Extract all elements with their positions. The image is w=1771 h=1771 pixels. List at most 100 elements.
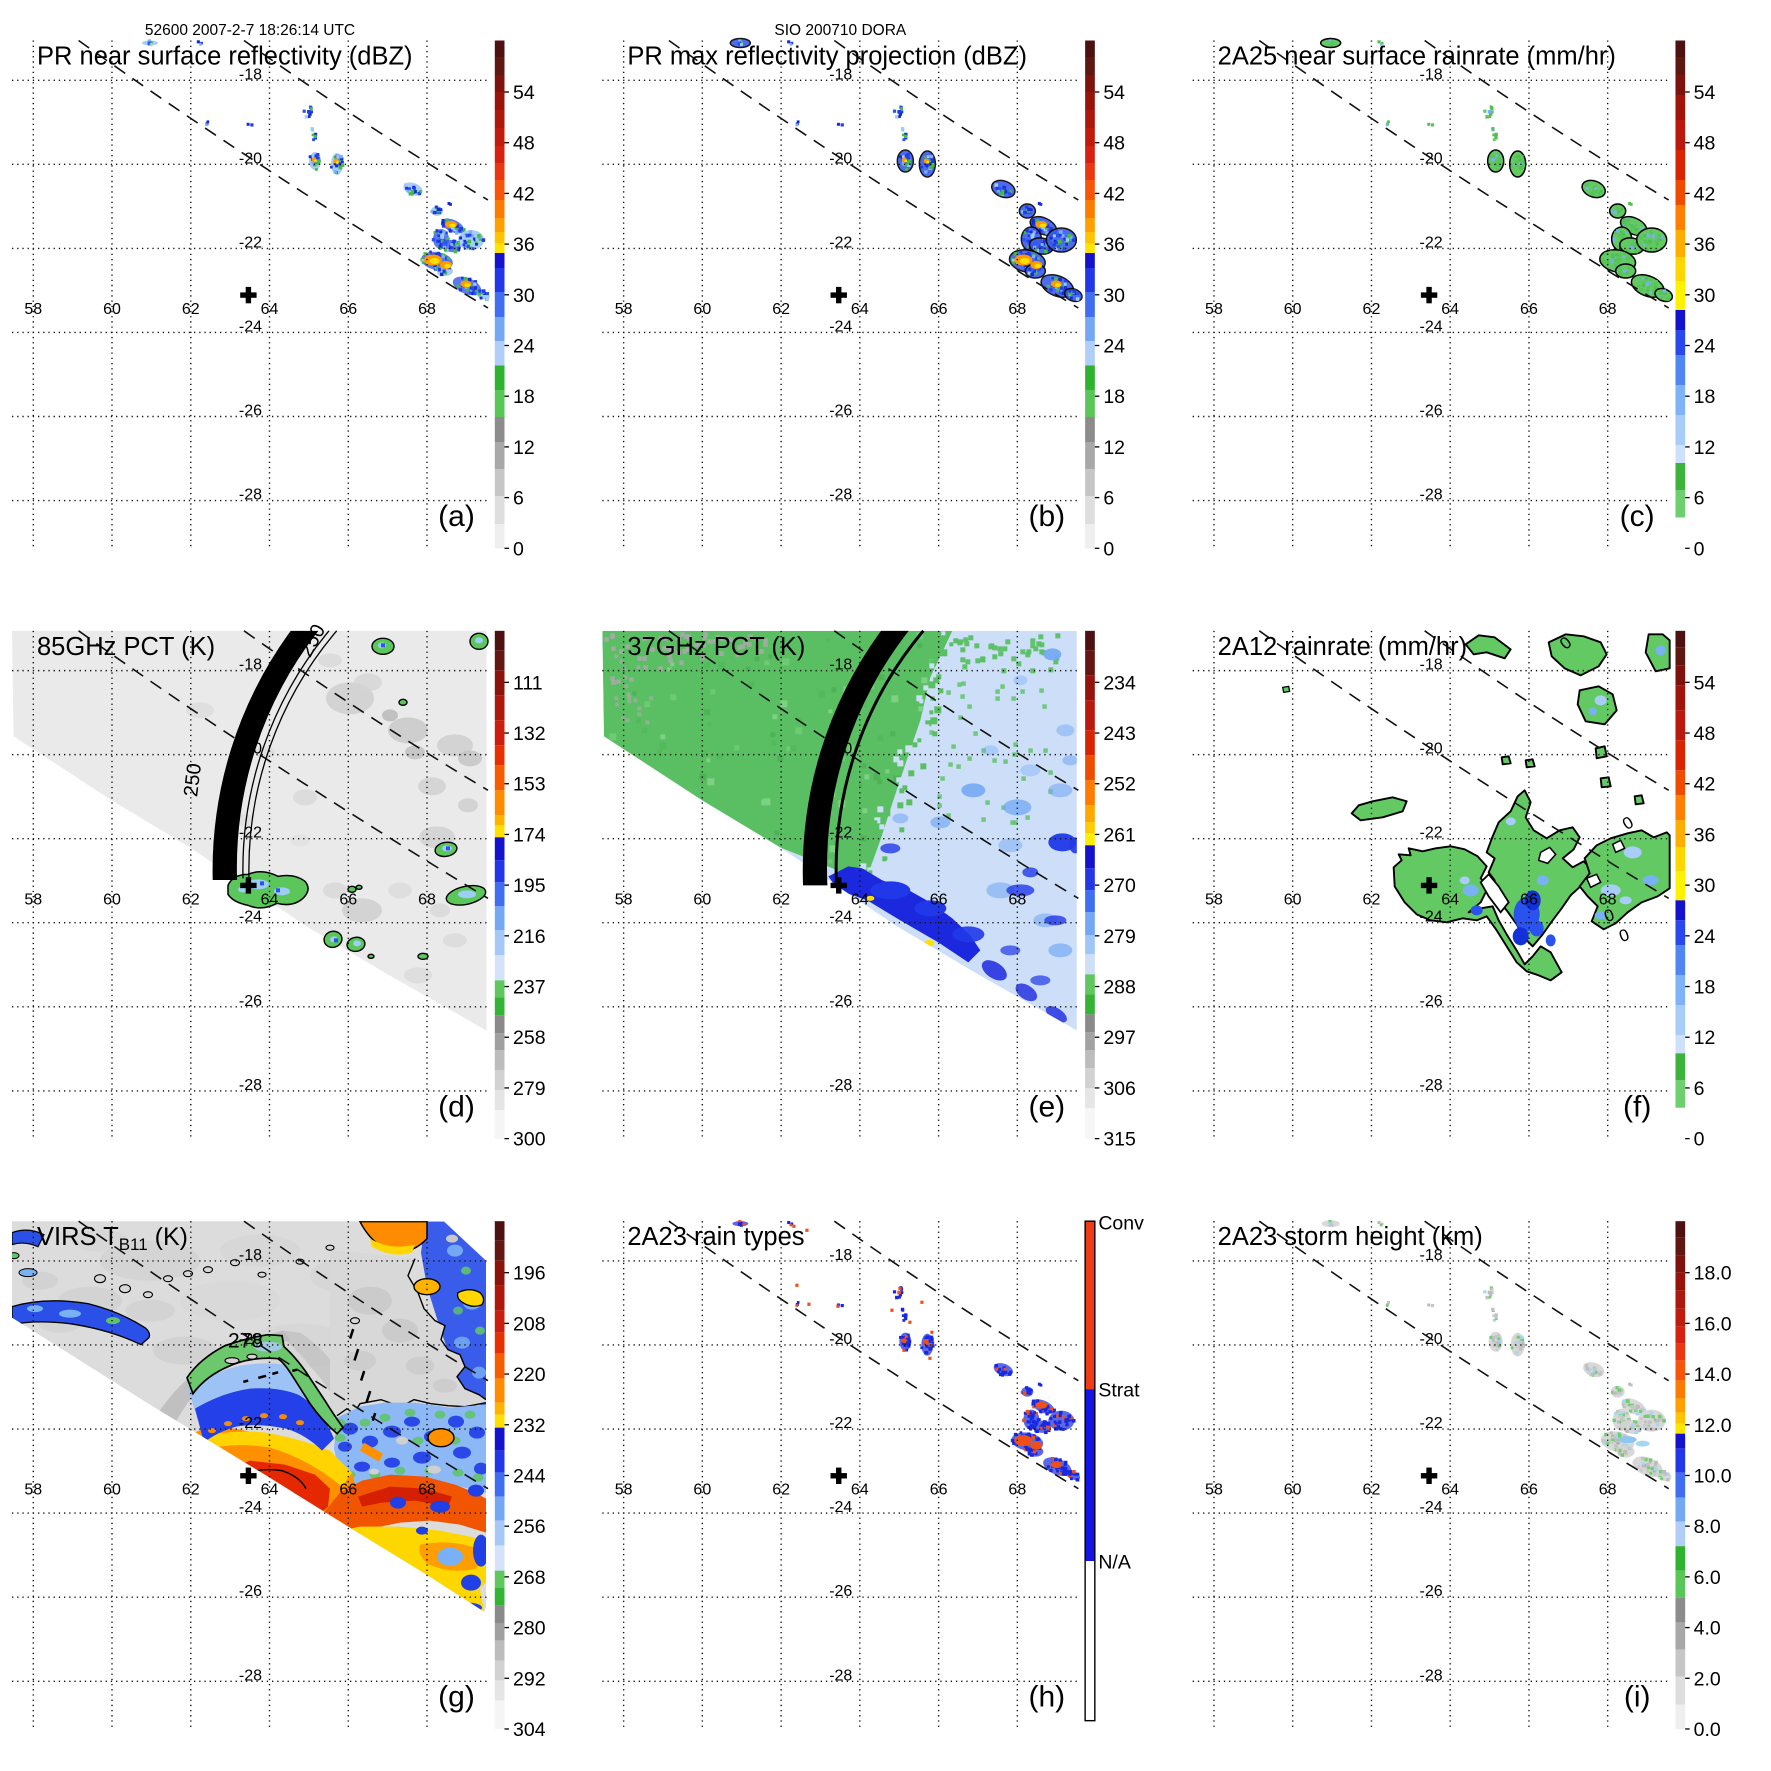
svg-text:60: 60 [693,1482,711,1499]
svg-text:-18: -18 [829,1247,852,1264]
svg-text:-22: -22 [1420,1415,1443,1432]
svg-text:68: 68 [418,301,436,318]
svg-text:261: 261 [1103,824,1136,846]
svg-text:66: 66 [339,1482,357,1499]
svg-text:306: 306 [1103,1078,1136,1100]
svg-text:0: 0 [1103,538,1114,560]
svg-text:-22: -22 [1420,234,1443,251]
svg-text:Conv: Conv [1098,1213,1144,1235]
svg-text:66: 66 [930,891,948,908]
svg-text:297: 297 [1103,1027,1136,1049]
svg-text:68: 68 [1599,891,1617,908]
svg-text:60: 60 [1284,1482,1302,1499]
svg-text:37GHz PCT (K): 37GHz PCT (K) [627,633,805,661]
svg-text:-24: -24 [829,1499,852,1516]
svg-text:(b): (b) [1028,500,1065,533]
svg-text:4.0: 4.0 [1694,1618,1721,1640]
svg-text:232: 232 [513,1415,546,1437]
svg-text:18.0: 18.0 [1694,1263,1732,1285]
svg-text:292: 292 [513,1668,546,1690]
svg-text:16.0: 16.0 [1694,1313,1732,1335]
svg-text:64: 64 [1441,1482,1459,1499]
svg-text:12: 12 [1694,1027,1716,1049]
svg-text:250: 250 [180,762,206,798]
svg-text:6: 6 [513,488,524,510]
svg-text:62: 62 [1363,301,1381,318]
svg-text:-26: -26 [1420,403,1443,420]
svg-text:62: 62 [772,301,790,318]
svg-text:-24: -24 [829,909,852,926]
svg-text:195: 195 [513,875,546,897]
svg-text:-24: -24 [1420,1499,1443,1516]
svg-text:66: 66 [1520,1482,1538,1499]
svg-text:243: 243 [1103,723,1136,745]
svg-text:18: 18 [1694,386,1716,408]
svg-text:-26: -26 [829,1583,852,1600]
svg-text:-18: -18 [239,1247,262,1264]
svg-text:68: 68 [418,1482,436,1499]
svg-text:-28: -28 [1420,1667,1443,1684]
svg-text:-28: -28 [829,1667,852,1684]
svg-text:-28: -28 [239,487,262,504]
svg-text:0: 0 [1619,813,1637,834]
svg-text:60: 60 [103,1482,121,1499]
svg-text:-18: -18 [239,66,262,83]
svg-text:196: 196 [513,1263,546,1285]
svg-text:58: 58 [1205,1482,1223,1499]
svg-text:-22: -22 [1420,825,1443,842]
svg-text:-22: -22 [829,234,852,251]
svg-text:-24: -24 [239,909,262,926]
svg-text:62: 62 [182,1482,200,1499]
svg-text:-26: -26 [1420,1583,1443,1600]
svg-text:64: 64 [851,301,869,318]
svg-text:153: 153 [513,774,546,796]
svg-text:-18: -18 [1420,1247,1443,1264]
svg-text:-18: -18 [829,66,852,83]
svg-text:244: 244 [513,1465,546,1487]
svg-text:(a): (a) [438,500,475,533]
svg-text:64: 64 [851,1482,869,1499]
svg-text:8.0: 8.0 [1694,1516,1721,1538]
svg-text:36: 36 [1694,234,1716,256]
svg-text:6: 6 [1694,488,1705,510]
svg-text:256: 256 [513,1516,546,1538]
svg-text:48: 48 [513,133,535,155]
svg-text:36: 36 [1694,824,1716,846]
svg-text:64: 64 [261,1482,279,1499]
svg-text:62: 62 [772,1482,790,1499]
svg-text:2A23 storm height (km): 2A23 storm height (km) [1218,1223,1483,1251]
svg-text:132: 132 [513,723,546,745]
svg-text:58: 58 [24,891,42,908]
svg-text:-26: -26 [829,993,852,1010]
svg-text:58: 58 [615,301,633,318]
svg-text:-24: -24 [239,1499,262,1516]
svg-text:-26: -26 [1420,993,1443,1010]
svg-text:18: 18 [1103,386,1125,408]
svg-text:-22: -22 [829,1415,852,1432]
svg-text:278: 278 [228,1330,263,1353]
svg-text:315: 315 [1103,1129,1136,1151]
svg-text:60: 60 [693,301,711,318]
svg-text:42: 42 [1103,183,1125,205]
svg-text:(c): (c) [1620,500,1655,533]
svg-text:Strat: Strat [1098,1380,1140,1402]
svg-text:58: 58 [24,301,42,318]
svg-text:58: 58 [1205,301,1223,318]
svg-text:258: 258 [513,1027,546,1049]
svg-text:24: 24 [1103,336,1125,358]
svg-text:12: 12 [513,437,535,459]
svg-text:66: 66 [339,301,357,318]
svg-text:24: 24 [1694,926,1716,948]
svg-text:58: 58 [1205,891,1223,908]
svg-text:66: 66 [930,1482,948,1499]
svg-text:0.0: 0.0 [1694,1719,1721,1741]
svg-text:-18: -18 [1420,66,1443,83]
svg-text:30: 30 [513,285,535,307]
svg-text:-28: -28 [239,1077,262,1094]
svg-text:2A23 rain types: 2A23 rain types [627,1223,804,1251]
svg-text:66: 66 [339,891,357,908]
svg-text:60: 60 [1284,301,1302,318]
svg-text:-22: -22 [829,825,852,842]
svg-text:60: 60 [693,891,711,908]
svg-text:2A25 near surface rainrate (mm: 2A25 near surface rainrate (mm/hr) [1218,43,1616,71]
